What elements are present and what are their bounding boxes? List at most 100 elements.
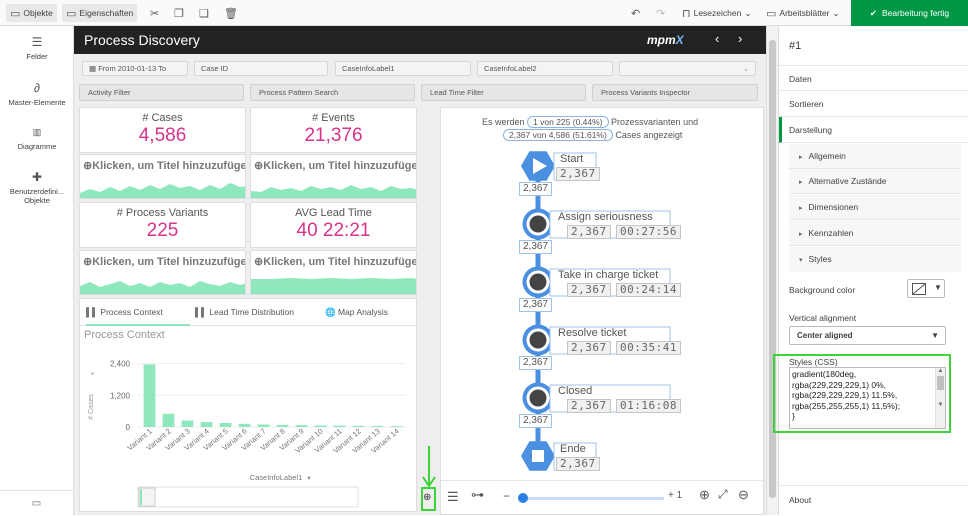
process-node[interactable] [522,382,554,414]
cut-button[interactable]: ✂ [146,4,163,22]
chart-title: Process Context [84,329,165,341]
case-id-filter[interactable]: Case ID [194,61,328,76]
zoom-out-icon[interactable]: ⊖ [738,487,749,502]
section-data[interactable]: Daten [779,65,968,91]
redo-button[interactable]: ↷ [652,4,669,22]
subsection-styles[interactable]: ▾ Styles [789,247,961,272]
lead-time-filter-button[interactable]: Lead Time Filter [421,84,586,101]
textarea-scroll-thumb[interactable] [937,376,944,390]
edge-label[interactable]: 2,367 [519,240,553,254]
worksheets-button[interactable]: ▭ Arbeitsblätter ⌄ [762,4,844,22]
bar[interactable] [295,425,308,427]
zoom-slider-plus[interactable]: + 1 [668,490,683,501]
delete-button[interactable]: 🗑 [220,4,242,22]
tab-lead-time[interactable]: ▌▌ Lead Time Distribution [195,299,315,326]
tab-map-analysis[interactable]: 🌐 Map Analysis [325,299,415,326]
bar[interactable] [162,413,175,427]
process-node[interactable] [522,324,554,356]
worksheets-label: Arbeitsblätter [779,8,830,18]
pattern-search-button[interactable]: Process Pattern Search [250,84,415,101]
variants-inspector-button[interactable]: Process Variants Inspector [592,84,758,101]
objects-button[interactable]: ▭ Objekte [6,4,57,22]
bar[interactable] [390,426,403,427]
custom-objects-item[interactable]: ✚ Benutzerdefini... Objekte [0,171,74,205]
fit-screen-icon[interactable]: ⤢ [718,487,728,501]
chevron-left-icon: ‹ [715,31,720,46]
kpi-variants[interactable]: # Process Variants 225 [79,202,246,248]
bar[interactable] [352,425,365,427]
copy-button[interactable]: ❐ [170,4,188,22]
sparkline-2[interactable]: ⊕Klicken, um Titel hinzuzufüge [250,154,417,199]
bar[interactable] [276,424,289,427]
graph-layout-icon[interactable]: ⊶ [471,487,484,502]
bar[interactable] [371,425,384,427]
extra-filter-dropdown[interactable]: ⌄ [619,61,756,76]
edge-label[interactable]: 2,367 [519,298,553,312]
node-count: 2,367 [567,399,611,413]
zoom-slider-minus[interactable]: − [503,489,511,503]
master-items-item[interactable]: ∂ Master-Elemente [0,82,74,107]
edge-label[interactable]: 2,367 [519,414,553,428]
x-axis-label[interactable]: CaseInfoLabel1 [250,473,303,482]
process-node[interactable] [521,151,555,181]
styles-css-textarea[interactable]: gradient(180deg, rgba(229,229,229,1) 0%,… [789,367,946,429]
subsection-general[interactable]: ▸ Allgemein [789,144,961,169]
menu-icon[interactable]: ☰ [447,489,459,504]
process-node[interactable] [522,208,554,240]
kpi-events[interactable]: # Events 21,376 [250,107,417,153]
bottom-panel-toggle[interactable]: ▭ [0,490,73,515]
vertical-alignment-select[interactable]: Center aligned ▼ [789,326,946,345]
about-item[interactable]: About [779,485,968,515]
sheet-scrollbar[interactable] [766,26,778,515]
activity-filter-button[interactable]: Activity Filter [79,84,244,101]
mini-scroll-thumb[interactable] [138,487,156,507]
node-count: 2,367 [567,283,611,297]
paste-button[interactable]: ❏ [195,4,213,22]
process-node[interactable] [522,266,554,298]
edge-label[interactable]: 2,367 [519,182,553,196]
zoom-slider-handle[interactable] [518,493,528,503]
sparkline-4[interactable]: ⊕Klicken, um Titel hinzuzufüge [250,250,417,295]
fields-item[interactable]: ☰ Felder [0,36,74,61]
charts-item[interactable]: ▥ Diagramme [0,126,74,151]
zoom-slider-track[interactable] [519,497,664,500]
process-node[interactable] [521,441,555,471]
next-sheet-button[interactable]: › [738,31,742,46]
bar[interactable] [143,364,156,427]
bar[interactable] [200,422,213,427]
bookmarks-button[interactable]: ⊓ Lesezeichen ⌄ [678,4,755,22]
sparkline-3[interactable]: ⊕Klicken, um Titel hinzuzufüge [79,250,246,295]
subsection-measures[interactable]: ▸ Kennzahlen [789,221,961,246]
add-icon[interactable]: ⊕ [423,492,432,503]
textarea-scrollbar[interactable]: ▲ ▼ [935,368,945,428]
finish-editing-button[interactable]: ✔ Bearbeitung fertig [851,0,968,26]
zoom-in-icon[interactable]: ⊕ [699,487,710,502]
bg-color-picker[interactable]: ▼ [907,279,945,298]
bar[interactable] [238,423,251,427]
scrollbar-thumb[interactable] [769,40,776,498]
date-filter[interactable]: ▦ From 2010-01-13 To [82,61,188,76]
sparkline-1[interactable]: ⊕Klicken, um Titel hinzuzufüge [79,154,246,199]
edge-label[interactable]: 2,367 [519,356,553,370]
section-appearance[interactable]: Darstellung [779,117,968,143]
tab-process-context[interactable]: ▌▌ Process Context [86,299,190,326]
section-sorting[interactable]: Sortieren [779,91,968,117]
chart-mini-scroll[interactable] [137,486,359,508]
undo-button[interactable]: ↶ [627,4,644,22]
previous-sheet-button[interactable]: ‹ [715,31,719,46]
bar[interactable] [257,424,270,427]
bar[interactable] [219,423,232,427]
bar[interactable] [314,425,327,427]
process-map[interactable]: Es werden 1 von 225 (0.44%) Prozessvaria… [440,107,764,515]
label1-filter[interactable]: CaseInfoLabel1 [335,61,471,76]
kpi-lead-time[interactable]: AVG Lead Time 40 22:21 [250,202,417,248]
properties-button[interactable]: ▭ Eigenschaften [62,4,138,22]
subsection-dimensions[interactable]: ▸ Dimensionen [789,195,961,220]
bar[interactable] [333,425,346,427]
label2-filter[interactable]: CaseInfoLabel2 [477,61,613,76]
subsection-alt-states[interactable]: ▸ Alternative Zustände [789,169,961,194]
kpi-cases[interactable]: # Cases 4,586 [79,107,246,153]
axis-scroll-icon[interactable]: ▸ [91,371,94,377]
bar[interactable] [181,420,194,427]
